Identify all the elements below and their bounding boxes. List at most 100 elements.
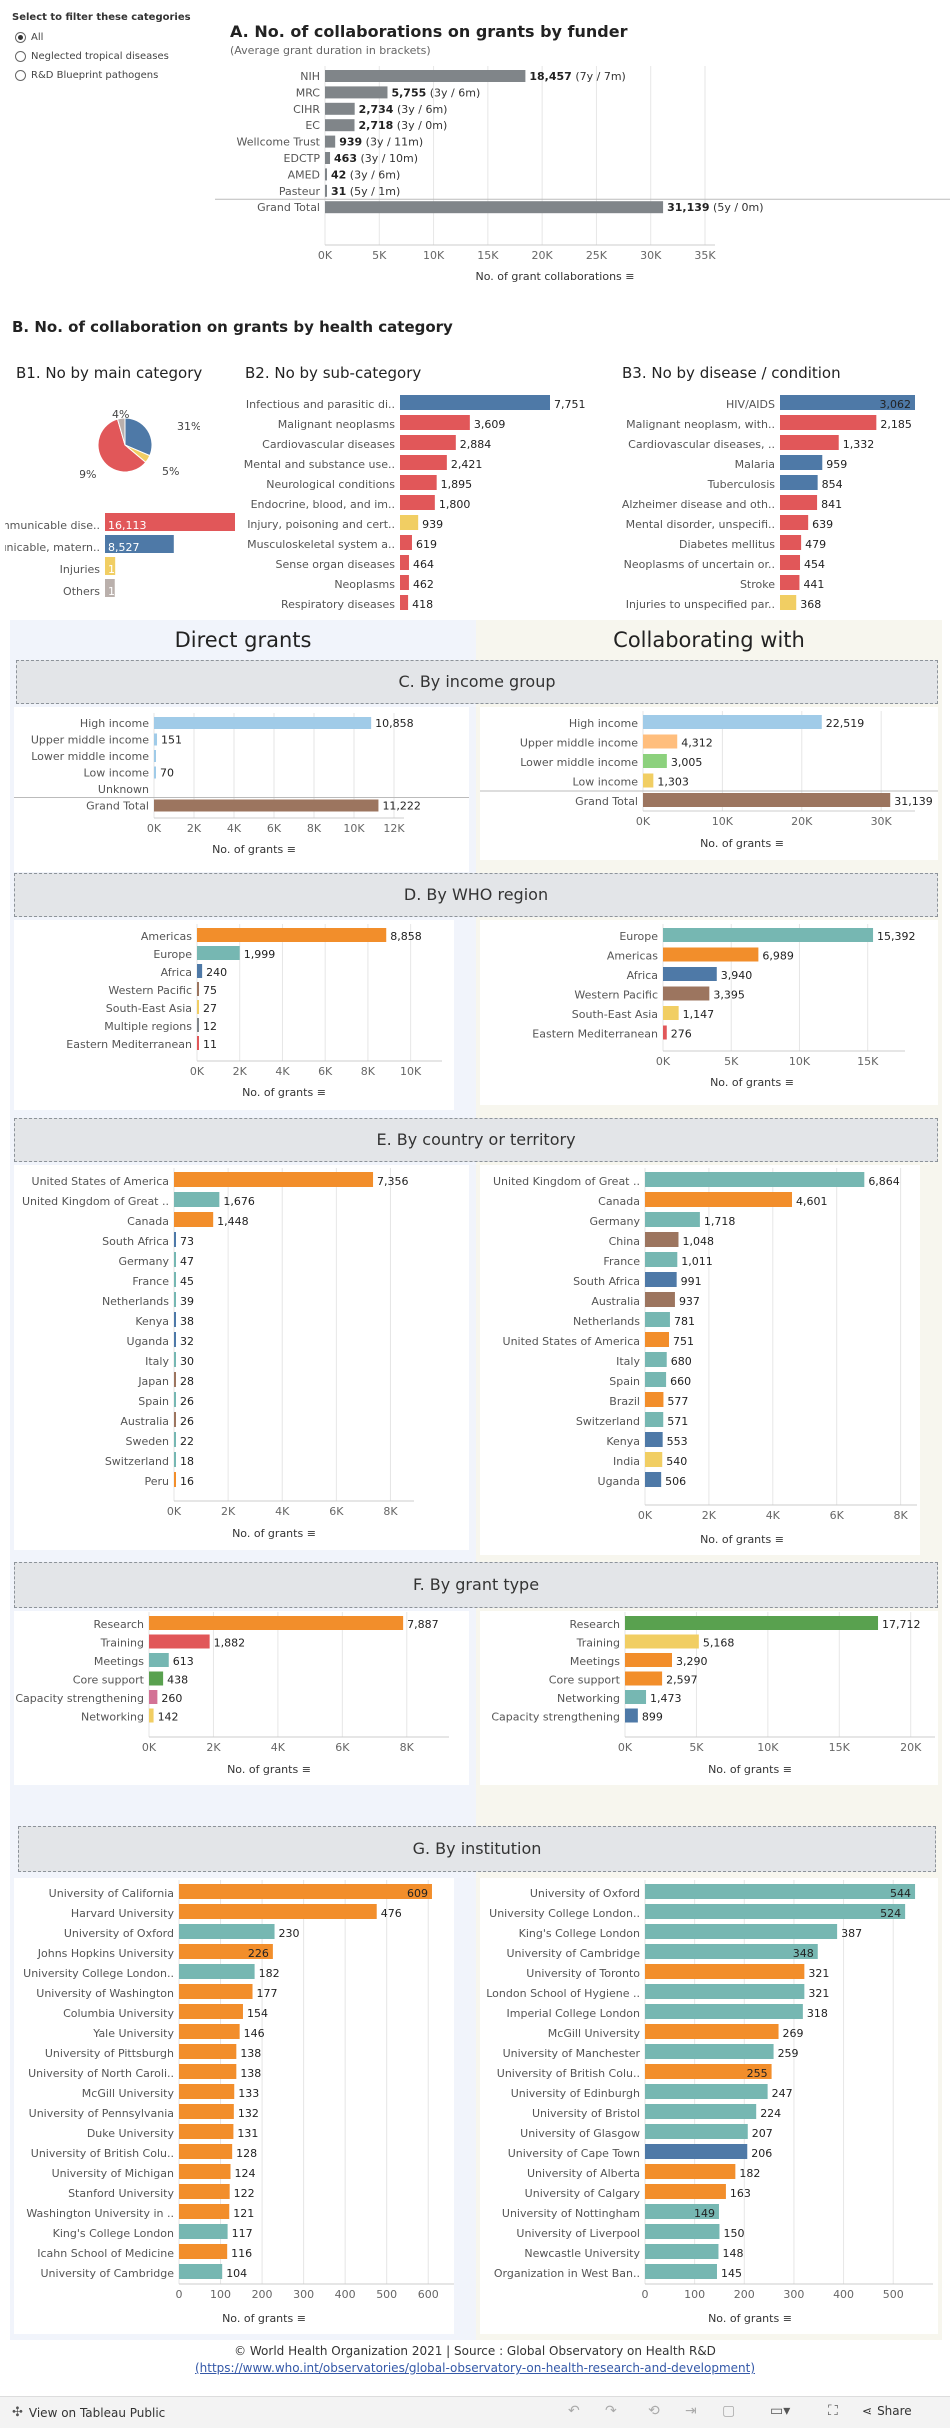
bar[interactable] — [197, 982, 199, 996]
bar[interactable] — [179, 2004, 243, 2019]
bar[interactable] — [645, 1904, 906, 1919]
radio-icon[interactable] — [15, 51, 26, 62]
bar[interactable] — [179, 2104, 234, 2119]
bar[interactable] — [179, 1984, 253, 1999]
bar[interactable] — [663, 1025, 667, 1040]
bar[interactable] — [105, 513, 235, 531]
bar[interactable] — [663, 947, 759, 962]
bar[interactable] — [179, 2144, 233, 2159]
bar[interactable] — [325, 119, 355, 132]
bar[interactable] — [780, 575, 800, 590]
bar[interactable] — [645, 2144, 748, 2159]
bar[interactable] — [643, 734, 678, 749]
radio-selected-icon[interactable] — [15, 32, 26, 43]
bar[interactable] — [179, 2084, 235, 2099]
bar[interactable] — [325, 102, 355, 115]
bar[interactable] — [325, 201, 664, 214]
bar[interactable] — [174, 1292, 176, 1307]
pie-slice[interactable] — [97, 418, 147, 473]
footer-link[interactable]: (https://www.who.int/observatories/globa… — [194, 2361, 756, 2375]
bar[interactable] — [645, 1212, 700, 1227]
bar[interactable] — [645, 1984, 805, 1999]
bar[interactable] — [645, 2104, 757, 2119]
bar[interactable] — [325, 168, 327, 181]
bar[interactable] — [645, 2184, 726, 2199]
bar[interactable] — [645, 2044, 774, 2059]
bar[interactable] — [174, 1312, 176, 1327]
bar[interactable] — [179, 2224, 228, 2239]
filter-option-ntd[interactable]: Neglected tropical diseases — [15, 51, 169, 62]
bar[interactable] — [174, 1352, 176, 1367]
fullscreen-icon[interactable]: ⛶ — [828, 2403, 838, 2419]
bar[interactable] — [400, 515, 419, 530]
bar[interactable] — [197, 1000, 199, 1014]
pie-slice[interactable] — [116, 417, 126, 446]
bar[interactable] — [154, 717, 372, 729]
bar[interactable] — [174, 1232, 176, 1247]
bar[interactable] — [149, 1671, 164, 1686]
bar[interactable] — [400, 435, 456, 450]
bar[interactable] — [645, 1172, 865, 1187]
bar[interactable] — [625, 1671, 663, 1686]
bar[interactable] — [400, 495, 435, 510]
bar[interactable] — [645, 1272, 677, 1287]
bar[interactable] — [149, 1653, 169, 1667]
bar[interactable] — [645, 2244, 719, 2259]
bar[interactable] — [325, 152, 331, 164]
bar[interactable] — [645, 1432, 663, 1447]
bar[interactable] — [780, 395, 915, 410]
bar[interactable] — [780, 595, 797, 610]
bar[interactable] — [643, 793, 891, 807]
bar[interactable] — [325, 86, 388, 99]
refresh-icon[interactable]: ⇥ — [685, 2403, 697, 2419]
share-button[interactable]: ⋖ Share — [862, 2404, 912, 2418]
bar[interactable] — [174, 1432, 176, 1447]
bar[interactable] — [179, 1964, 255, 1979]
bar[interactable] — [174, 1192, 220, 1207]
radio-icon[interactable] — [15, 70, 26, 81]
bar[interactable] — [645, 1352, 667, 1367]
bar[interactable] — [645, 1232, 679, 1247]
bar[interactable] — [645, 1412, 664, 1427]
bar[interactable] — [645, 2264, 717, 2279]
bar[interactable] — [174, 1372, 176, 1387]
bar[interactable] — [197, 928, 387, 942]
bar[interactable] — [645, 1452, 663, 1467]
bar[interactable] — [645, 1372, 667, 1387]
bar[interactable] — [645, 2064, 772, 2079]
bar[interactable] — [780, 535, 802, 550]
bar[interactable] — [645, 2204, 719, 2219]
bar[interactable] — [645, 2084, 768, 2099]
bar[interactable] — [325, 70, 526, 82]
redo-icon[interactable]: ↷ — [605, 2403, 617, 2419]
bar[interactable] — [179, 2164, 231, 2179]
bar[interactable] — [645, 2004, 803, 2019]
bar[interactable] — [154, 799, 379, 812]
bar[interactable] — [179, 1924, 275, 1939]
undo-icon[interactable]: ↶ — [568, 2403, 580, 2419]
bar[interactable] — [325, 184, 327, 197]
bar[interactable] — [663, 1006, 679, 1020]
bar[interactable] — [179, 1944, 273, 1959]
bar[interactable] — [179, 2244, 228, 2259]
bar[interactable] — [105, 579, 115, 597]
bar[interactable] — [645, 2024, 779, 2039]
bar[interactable] — [645, 1944, 818, 1959]
bar[interactable] — [197, 946, 240, 960]
bar[interactable] — [625, 1634, 699, 1649]
bar[interactable] — [400, 535, 412, 550]
bar[interactable] — [780, 495, 818, 510]
bar[interactable] — [197, 1036, 199, 1050]
bar[interactable] — [179, 2044, 237, 2059]
bar[interactable] — [625, 1616, 879, 1630]
bar[interactable] — [154, 766, 156, 779]
bar[interactable] — [625, 1653, 672, 1667]
bar[interactable] — [179, 1884, 432, 1899]
bar[interactable] — [154, 750, 156, 762]
bar[interactable] — [400, 575, 409, 590]
bar[interactable] — [174, 1332, 176, 1347]
bar[interactable] — [174, 1212, 214, 1227]
bar[interactable] — [197, 964, 203, 978]
bar[interactable] — [643, 773, 654, 788]
bar[interactable] — [663, 967, 717, 981]
